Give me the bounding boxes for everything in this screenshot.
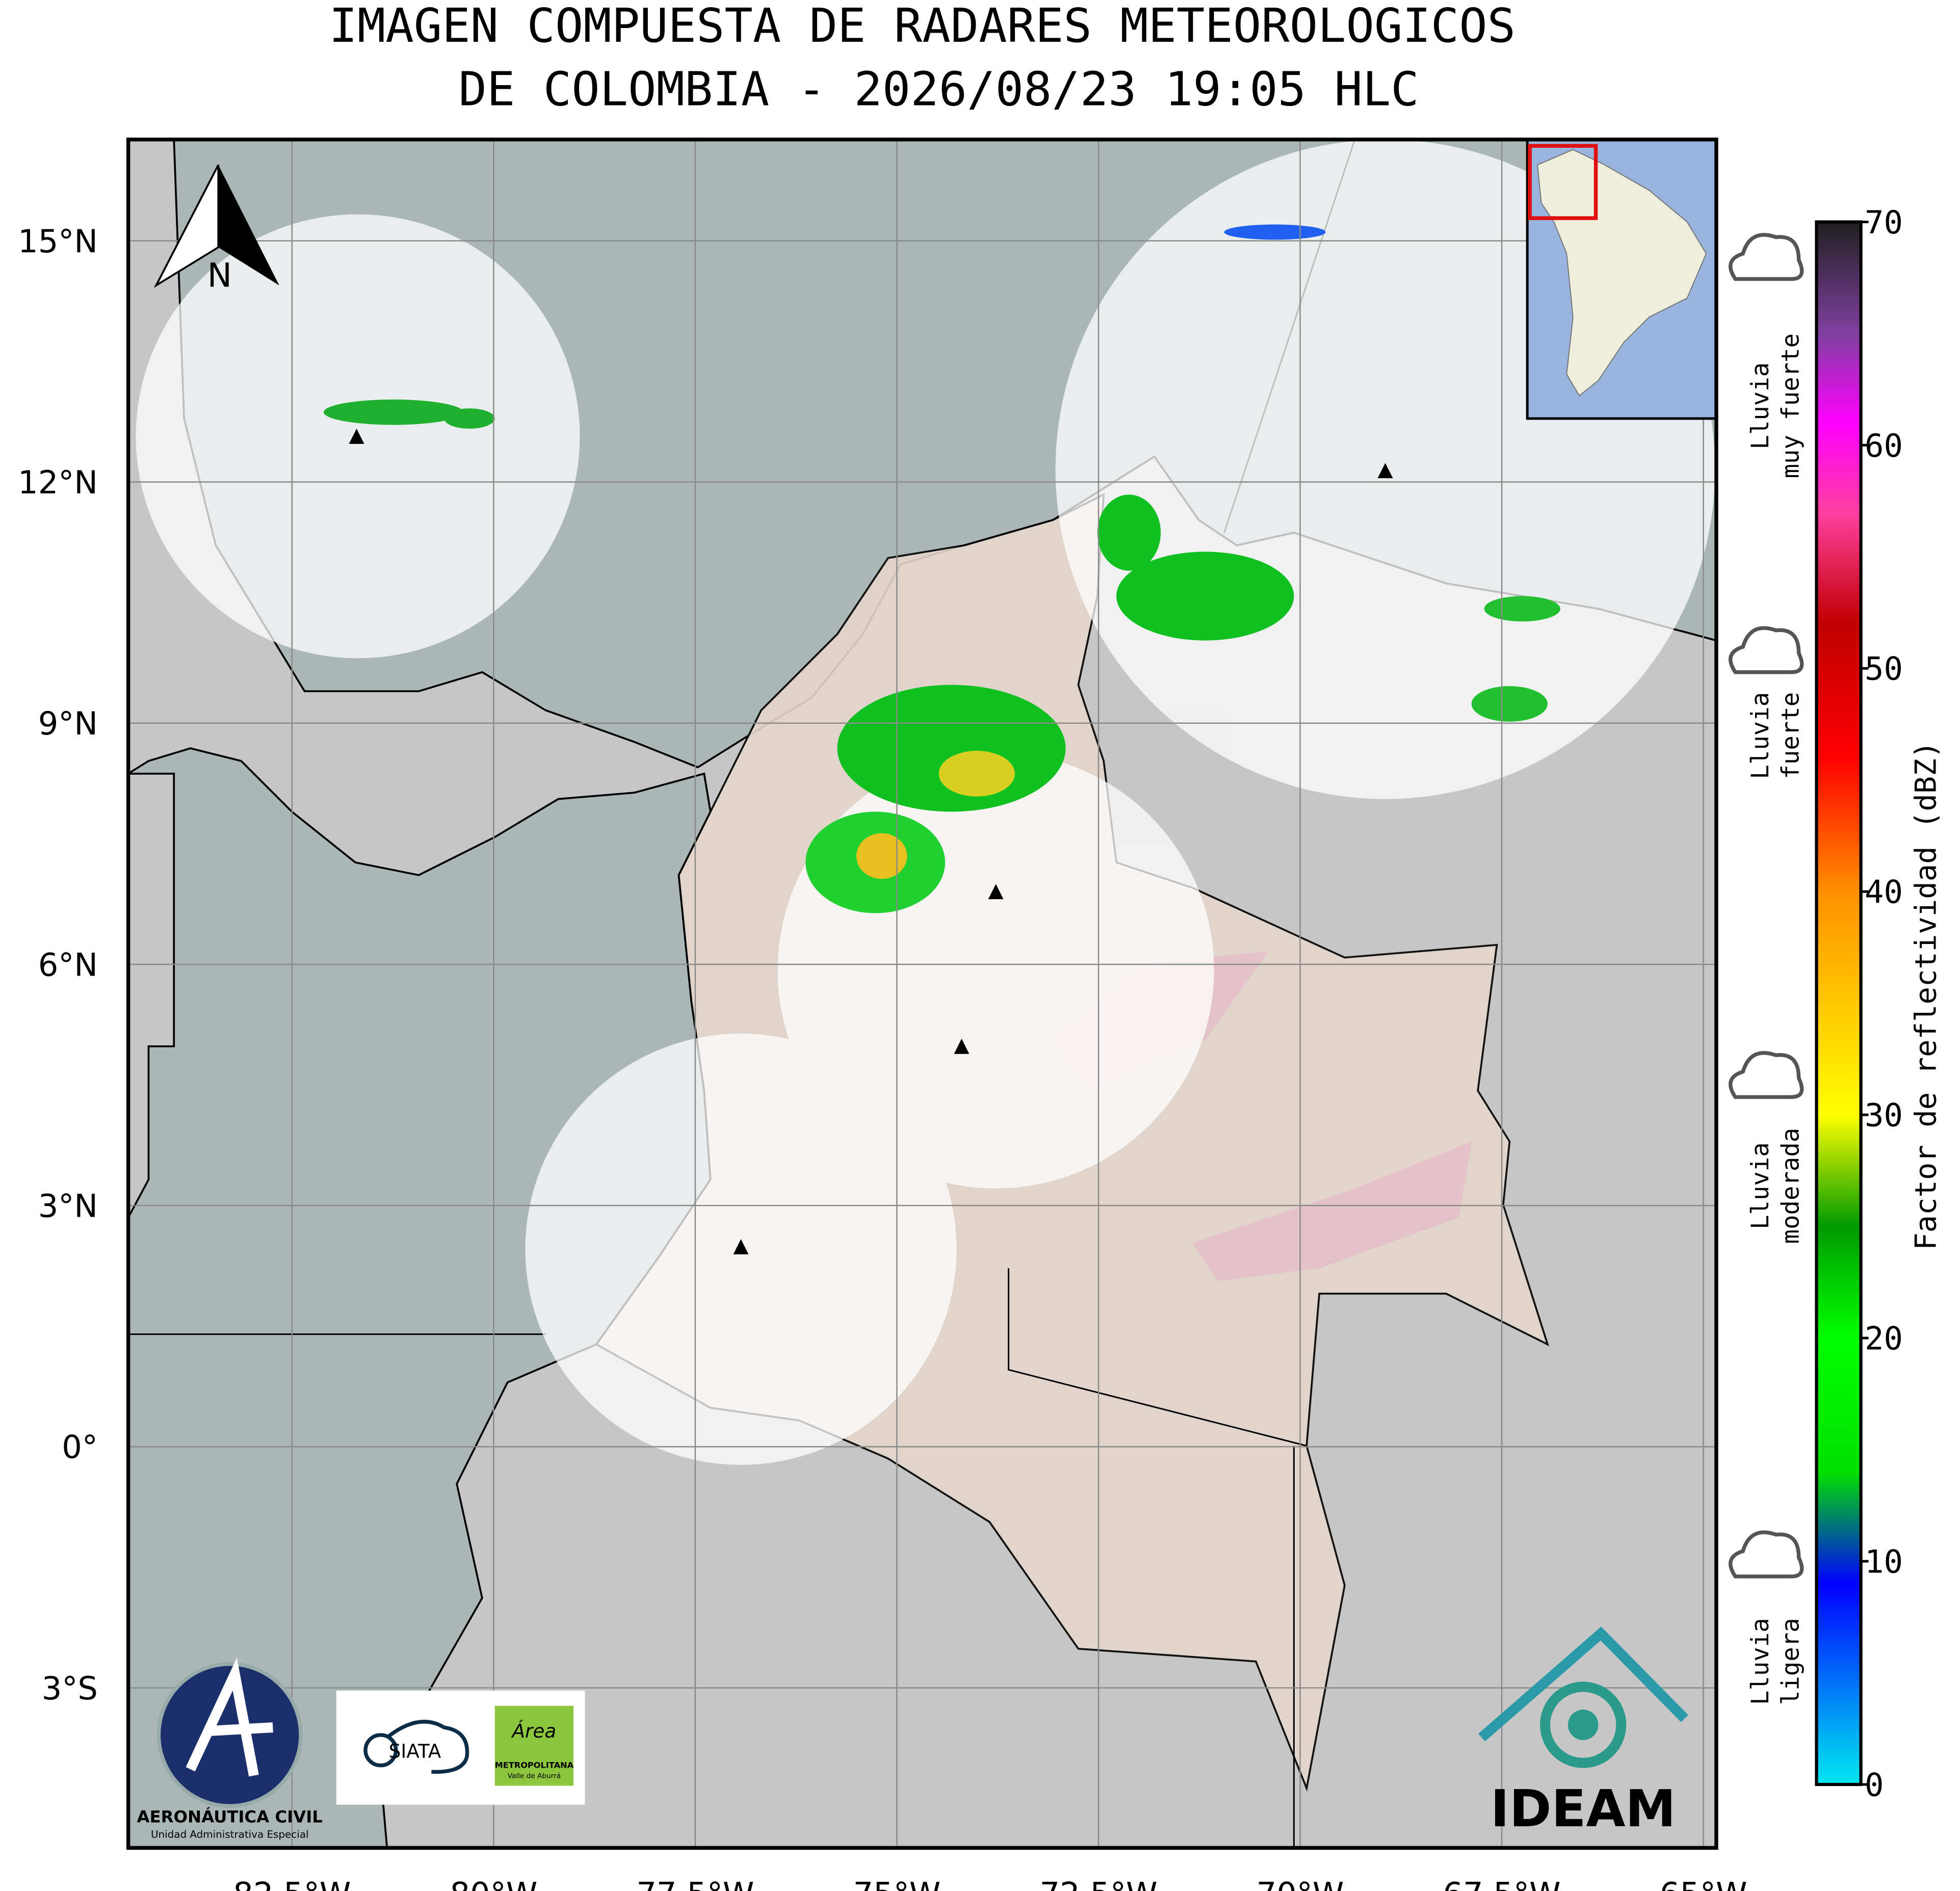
x-tick-label: 70°W [1257,1875,1344,1891]
colorbar-tick-label: 10 [1865,1543,1903,1580]
rain-label: Lluvia [1746,1142,1774,1229]
x-tick-label: 75°W [853,1875,941,1891]
rain-label: ligera [1777,1618,1805,1705]
radar-sites [349,429,1393,1254]
rain-icons [1729,233,1804,1579]
title-line: DE COLOMBIA - 2026/08/23 19:05 HLC [459,62,1419,117]
logo-text: Valle de Aburrá [508,1772,561,1780]
colorbar-label: Factor de reflectividad (dBZ) [1909,741,1943,1250]
title-line: IMAGEN COMPUESTA DE RADARES METEOROLOGIC… [329,0,1516,53]
echo [1116,551,1294,641]
colorbar-tick-label: 60 [1865,427,1903,464]
y-tick-label: 3°S [42,1670,98,1707]
colorbar [1815,220,1863,1787]
echo [444,408,495,429]
plot-frame [126,137,1718,1850]
radar-site [1377,463,1393,479]
colorbar-tick-label: 40 [1865,874,1903,911]
logo-sun [363,1733,398,1768]
rain-icon [1729,1530,1804,1579]
logo-text: Área [511,1720,557,1742]
echo [323,399,463,425]
x-tick-label: 72.5°W [1039,1875,1157,1891]
rain-label: Lluvia [1746,362,1774,450]
x-tick-label: 67.5°W [1443,1875,1561,1891]
logo-text: IDEAM [1491,1780,1676,1839]
y-tick-label: 0° [62,1429,98,1466]
rain-icon [1729,233,1804,281]
x-tick-label: 82.5°W [233,1875,351,1891]
map: N AERONÁUTICA CIVIL Unidad Administrativ… [128,139,1716,1848]
rain-label: fuerte [1777,692,1805,779]
rain-label: moderada [1777,1128,1805,1244]
echo [1097,494,1161,571]
radar-site [349,429,364,444]
land-strip [128,772,175,1218]
x-tick-label: 65°W [1660,1875,1747,1891]
colorbar-tick-label: 0 [1865,1766,1884,1803]
logo-swirl [1540,1682,1627,1768]
logo-text: AERONÁUTICA CIVIL [137,1807,323,1827]
logo-siata: SIATA Área METROPOLITANA Valle de Aburrá [336,1690,585,1805]
rain-label: Lluvia [1746,1618,1774,1705]
inset-map [1526,139,1716,420]
rain-label: Lluvia [1746,692,1774,779]
y-tick-label: 6°N [38,946,98,983]
echo [1471,686,1548,722]
y-tick-label: 3°N [38,1188,98,1225]
grid [128,139,1716,1848]
logo-ideam: IDEAM [1478,1626,1688,1839]
radar-site [733,1239,749,1254]
logo-swirl-core [1567,1710,1599,1740]
rain-icon [1729,1051,1804,1099]
border [128,139,1356,1848]
logo-roof [1478,1626,1688,1742]
colorbar-tick-label: 50 [1865,650,1903,688]
logo-glyph [186,1658,273,1777]
inset-land [1537,149,1707,397]
radar-site [988,884,1004,900]
rain-icon [1729,626,1804,674]
colorbar-tick-label: 70 [1865,204,1903,241]
logo-text: SIATA [389,1740,441,1763]
echo [856,833,907,879]
north-label: N [207,256,232,295]
echoes [323,224,1560,913]
echo [1484,596,1560,622]
inset-frame [1528,144,1598,220]
logo-text: METROPOLITANA [495,1761,574,1770]
x-tick-label: 80°W [450,1875,537,1891]
echo [1224,224,1326,240]
colorbar-tick-label: 20 [1865,1320,1903,1357]
echo [938,751,1015,797]
y-tick-label: 9°N [38,705,98,742]
rain-label: muy fuerte [1777,333,1805,479]
logo-area [494,1705,574,1786]
y-tick-label: 12°N [18,464,98,501]
radar-site [954,1038,970,1054]
echo [837,685,1066,812]
y-tick-label: 15°N [18,223,98,260]
colorbar-tick-label: 30 [1865,1097,1903,1134]
logo-text: Unidad Administrativa Especial [151,1828,308,1840]
logo-cloud [385,1720,469,1774]
logo-aero: AERONÁUTICA CIVIL Unidad Administrativa … [137,1658,323,1840]
x-tick-label: 77.5°W [636,1875,754,1891]
